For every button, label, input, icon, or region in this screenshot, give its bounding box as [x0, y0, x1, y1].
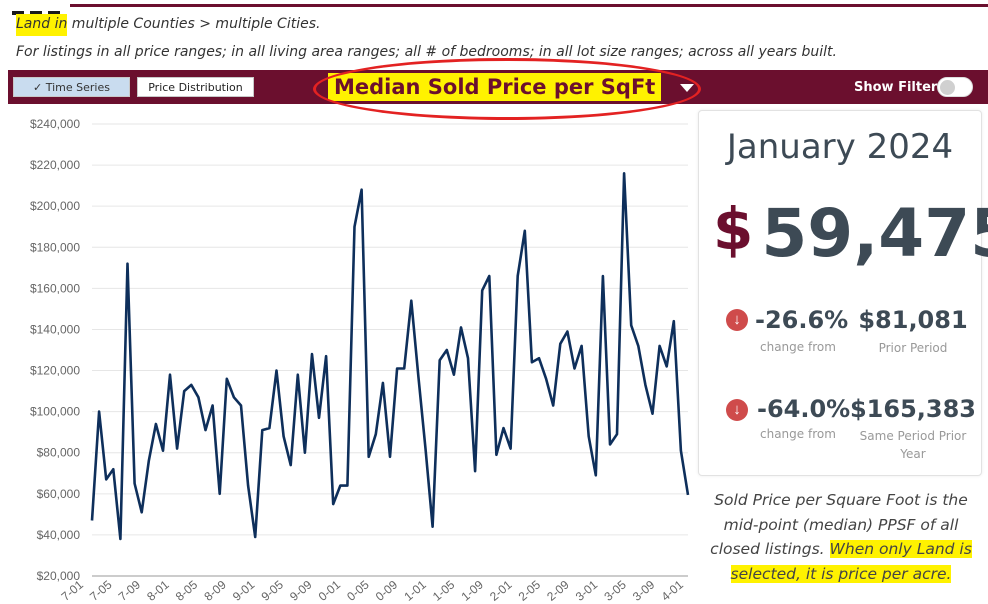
- x-tick-label: 2-01: [487, 577, 515, 603]
- headline-number: 59,475: [761, 195, 988, 272]
- y-tick-label: $240,000: [30, 117, 80, 131]
- change-prior-period: -26.6%: [755, 306, 849, 334]
- headline-value: $59,475: [713, 195, 988, 275]
- stat-card: January 2024 $59,475 ↓ -26.6% change fro…: [698, 110, 988, 476]
- prior-year-label: Same Period Prior Year: [859, 429, 967, 461]
- change-prior-period-label: change from: [760, 340, 836, 354]
- y-tick-label: $40,000: [37, 528, 81, 542]
- show-filters-toggle[interactable]: [937, 77, 973, 97]
- change-prior-year-label: change from: [760, 427, 836, 441]
- x-tick-label: 7-09: [116, 577, 144, 603]
- y-tick-label: $220,000: [30, 158, 80, 172]
- x-tick-label: 1-01: [401, 577, 429, 603]
- y-tick-label: $200,000: [30, 199, 80, 213]
- x-tick-label: 2-05: [516, 577, 544, 603]
- arrow-down-circle-icon: ↓: [726, 399, 748, 421]
- x-tick-label: 9-01: [230, 577, 258, 603]
- methodology-note: Sold Price per Square Foot is the mid-po…: [700, 488, 982, 586]
- x-tick-label: 0-09: [373, 577, 401, 603]
- x-tick-label: 8-09: [201, 577, 229, 603]
- y-tick-label: $160,000: [30, 281, 80, 295]
- tab-price-distribution[interactable]: Price Distribution: [137, 77, 254, 97]
- chart-toolbar: ✓ Time Series Price Distribution Median …: [8, 58, 988, 120]
- y-tick-label: $80,000: [37, 446, 81, 460]
- currency-symbol: $: [713, 195, 754, 263]
- y-tick-label: $100,000: [30, 405, 80, 419]
- note-text: Sold Price per Square Foot is the mid-po…: [710, 491, 968, 558]
- x-tick-label: 0-01: [316, 577, 344, 603]
- x-tick-label: 8-01: [144, 577, 172, 603]
- breadcrumb-rest: multiple Counties > multiple Cities.: [67, 16, 321, 32]
- y-tick-label: $180,000: [30, 240, 80, 254]
- tab-time-series[interactable]: ✓ Time Series: [13, 77, 130, 97]
- top-rule: [70, 4, 988, 7]
- x-tick-label: 9-05: [259, 577, 287, 603]
- price-line-chart: $20,000 $40,000 $60,000 $80,000 $100,000 $120…: [30, 117, 690, 604]
- arrow-down-circle-icon: ↓: [726, 309, 748, 331]
- x-tick-label: 4-01: [659, 577, 687, 603]
- series-line: [90, 172, 690, 541]
- prior-year-value: $165,383: [849, 395, 976, 423]
- breadcrumb: Land in multiple Counties > multiple Cit…: [16, 14, 321, 36]
- annotation-oval: [313, 58, 701, 120]
- y-tick-label: $140,000: [30, 322, 80, 336]
- y-tick-label: $60,000: [37, 487, 81, 501]
- period-label: January 2024: [726, 127, 954, 167]
- breadcrumb-highlight: Land in: [16, 14, 68, 36]
- x-tick-label: 0-05: [344, 577, 372, 603]
- x-tick-label: 7-05: [87, 577, 115, 603]
- top-dash-decoration: [12, 2, 68, 15]
- x-tick-label: 8-05: [173, 577, 201, 603]
- y-tick-label: $120,000: [30, 364, 80, 378]
- x-tick-label: 9-09: [287, 577, 315, 603]
- x-tick-label: 1-05: [430, 577, 458, 603]
- x-tick-label: 2-09: [544, 577, 572, 603]
- y-tick-label: $20,000: [37, 569, 81, 583]
- x-tick-label: 3-05: [601, 577, 629, 603]
- change-prior-year: -64.0%: [757, 395, 851, 423]
- prior-period-value: $81,081: [858, 306, 968, 334]
- toggle-knob: [940, 80, 955, 95]
- x-tick-label: 3-09: [630, 577, 658, 603]
- prior-period-label: Prior Period: [878, 341, 948, 355]
- show-filters-label: Show Filters:: [854, 80, 951, 95]
- x-tick-label: 1-09: [459, 577, 487, 603]
- filter-summary: For listings in all price ranges; in all…: [16, 44, 837, 60]
- x-tick-label: 3-01: [573, 577, 601, 603]
